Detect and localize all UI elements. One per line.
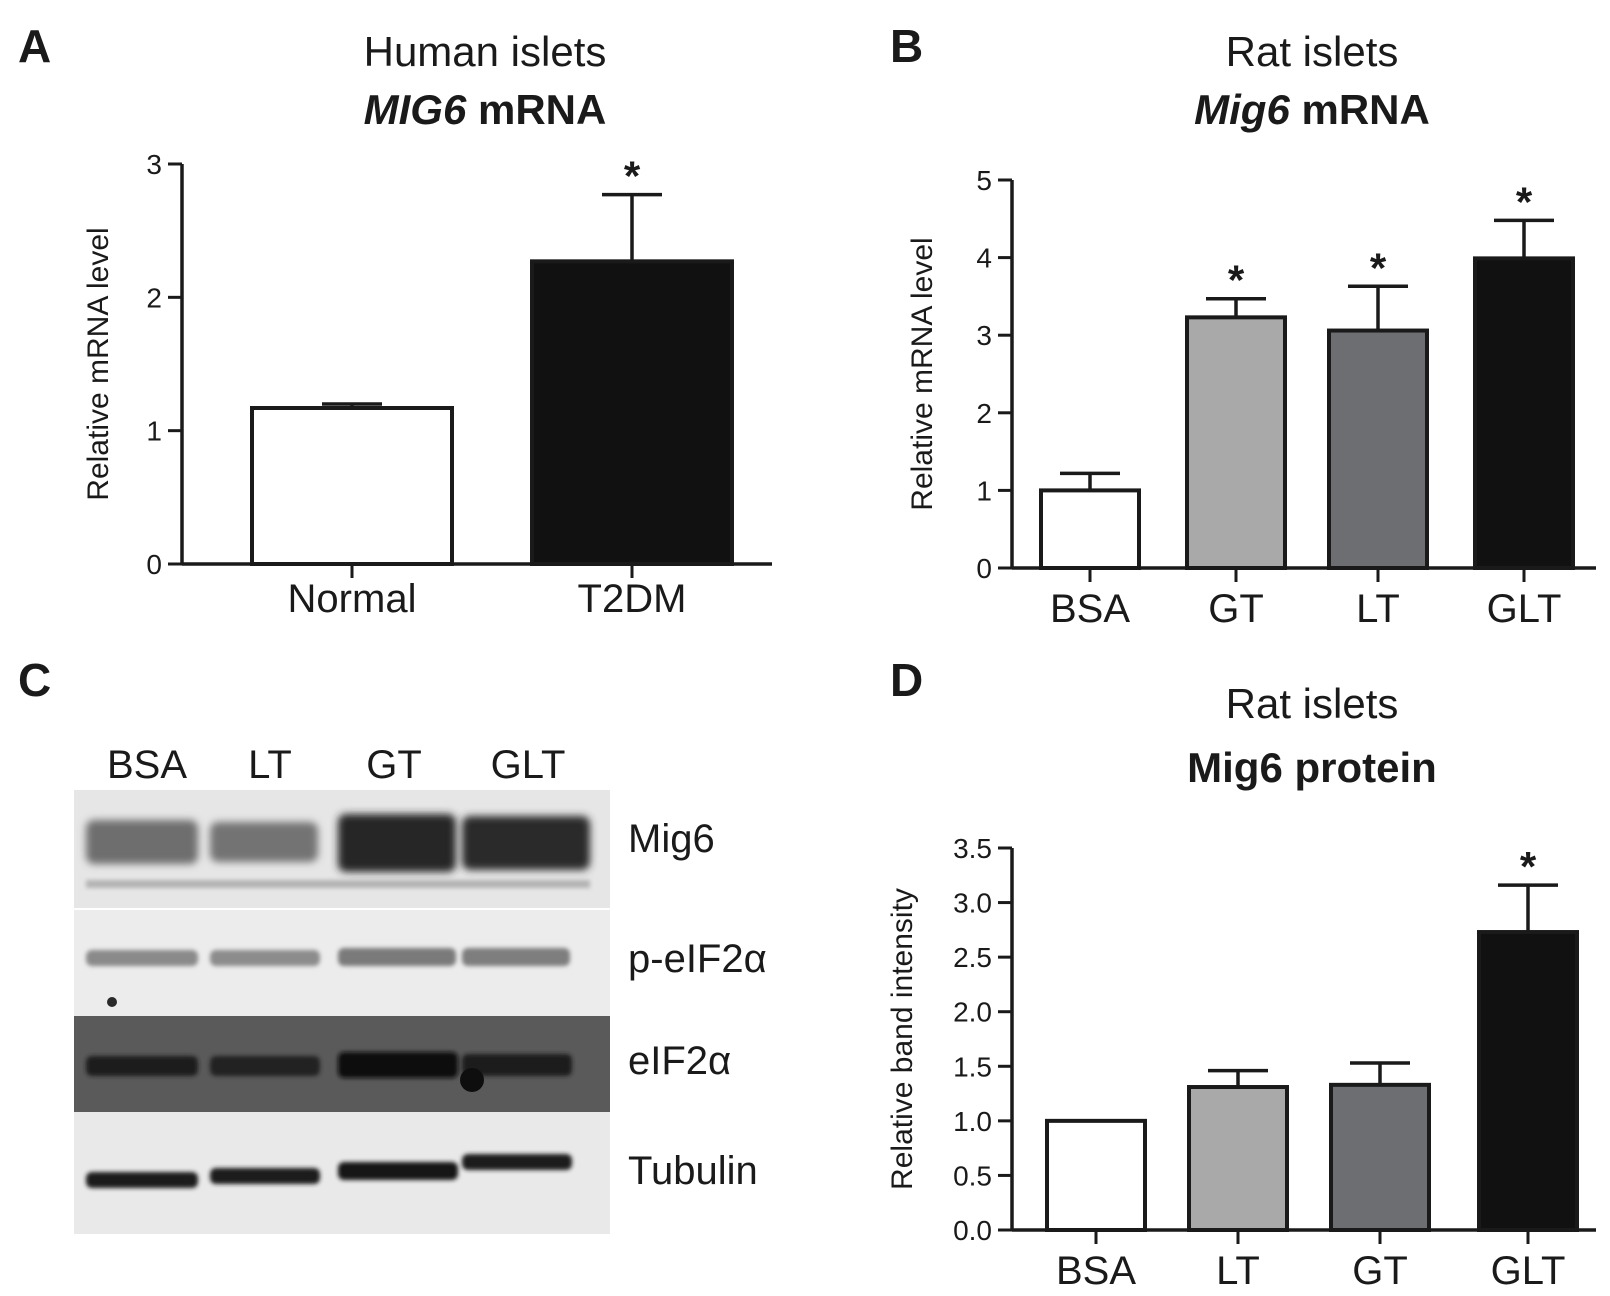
blot-protein-label: Tubulin xyxy=(628,1149,758,1193)
bar xyxy=(530,259,734,566)
bar xyxy=(250,406,454,566)
y-tick-label: 3.5 xyxy=(953,833,992,864)
bar xyxy=(1327,328,1429,570)
y-tick-label: 0 xyxy=(146,549,162,580)
panel-a-letter: A xyxy=(18,20,51,72)
y-tick-label: 0.5 xyxy=(953,1160,992,1191)
panel-b-letter: B xyxy=(890,20,923,72)
panel-d-letter: D xyxy=(890,654,923,706)
blot-bands-eif2a xyxy=(86,1052,572,1092)
panel-d-chart: 0.0 0.5 1.0 1.5 2.0 2.5 3.0 3.5 Relative band in… xyxy=(886,833,1596,1293)
significance-marker: * xyxy=(1520,843,1537,890)
bar xyxy=(1477,930,1579,1232)
x-category-label: T2DM xyxy=(578,577,687,621)
western-blot: BSA LT GT GLT Mig6 p-eIF2α eIF2α Tubulin xyxy=(74,743,767,1234)
blot-lane-label: BSA xyxy=(107,743,187,787)
blot-protein-label: Mig6 xyxy=(628,817,715,861)
y-tick-label: 0.0 xyxy=(953,1215,992,1246)
blot-lane-label: LT xyxy=(248,743,292,787)
blot-protein-label: p-eIF2α xyxy=(628,937,767,981)
panel-b-title-line2: Mig6 mRNA xyxy=(1194,86,1430,133)
panel-a-title-line2: MIG6 mRNA xyxy=(364,86,607,133)
y-axis-label: Relative band intensity xyxy=(886,888,919,1190)
y-tick-label: 0 xyxy=(976,553,992,584)
y-tick-label: 3 xyxy=(976,320,992,351)
panel-b-title-line1: Rat islets xyxy=(1226,28,1399,75)
bar xyxy=(1185,315,1287,570)
blot-lane-label: GLT xyxy=(491,743,566,787)
blot-lane-label: GT xyxy=(366,743,422,787)
bar xyxy=(1329,1082,1431,1232)
x-category-label: GT xyxy=(1352,1249,1408,1293)
significance-marker: * xyxy=(1228,257,1245,304)
y-tick-label: 3.0 xyxy=(953,888,992,919)
y-tick-label: 1.0 xyxy=(953,1106,992,1137)
y-tick-label: 5 xyxy=(976,165,992,196)
y-tick-label: 2 xyxy=(146,282,162,313)
x-category-label: GLT xyxy=(1491,1249,1566,1293)
y-tick-label: 1 xyxy=(146,416,162,447)
y-tick-label: 1 xyxy=(976,475,992,506)
panel-d-title-line2: Mig6 protein xyxy=(1187,744,1437,791)
y-tick-label: 2.5 xyxy=(953,942,992,973)
y-axis-label: Relative mRNA level xyxy=(82,227,115,500)
y-tick-label: 2 xyxy=(976,398,992,429)
significance-marker: * xyxy=(1370,244,1387,291)
x-category-label: LT xyxy=(1356,587,1400,631)
x-category-label: Normal xyxy=(288,577,417,621)
x-category-label: BSA xyxy=(1056,1249,1136,1293)
blot-bands-p-eif2a xyxy=(86,948,570,1007)
significance-marker: * xyxy=(624,153,641,200)
y-tick-label: 2.0 xyxy=(953,997,992,1028)
bar xyxy=(1187,1085,1289,1232)
x-category-label: GT xyxy=(1208,587,1264,631)
panel-a-title-line1: Human islets xyxy=(364,28,607,75)
panel-b-title-rest: mRNA xyxy=(1290,86,1430,133)
panel-a-title-gene: MIG6 xyxy=(364,86,467,133)
bar xyxy=(1473,256,1575,570)
y-tick-label: 4 xyxy=(976,243,992,274)
y-tick-label: 1.5 xyxy=(953,1051,992,1082)
y-tick-label: 3 xyxy=(146,149,162,180)
blot-bands-tubulin xyxy=(86,1154,572,1188)
panel-b-chart: 0 1 2 3 4 5 Relative mRNA level BSA GT * LT * GLT * xyxy=(906,165,1596,631)
panel-c-letter: C xyxy=(18,654,51,706)
x-category-label: LT xyxy=(1216,1249,1260,1293)
panel-b-title-gene: Mig6 xyxy=(1194,86,1290,133)
panel-a-title-rest: mRNA xyxy=(466,86,606,133)
y-axis-label: Relative mRNA level xyxy=(906,237,939,510)
panel-d-title-line1: Rat islets xyxy=(1226,680,1399,727)
x-category-label: BSA xyxy=(1050,587,1130,631)
bar xyxy=(1039,488,1141,570)
x-category-label: GLT xyxy=(1487,587,1562,631)
significance-marker: * xyxy=(1516,178,1533,225)
blot-bands-mig6 xyxy=(86,814,590,888)
bar xyxy=(1045,1118,1147,1233)
panel-a-chart: 0 1 2 3 Relative mRNA level Normal T2DM * xyxy=(82,149,772,621)
blot-protein-label: eIF2α xyxy=(628,1039,731,1083)
